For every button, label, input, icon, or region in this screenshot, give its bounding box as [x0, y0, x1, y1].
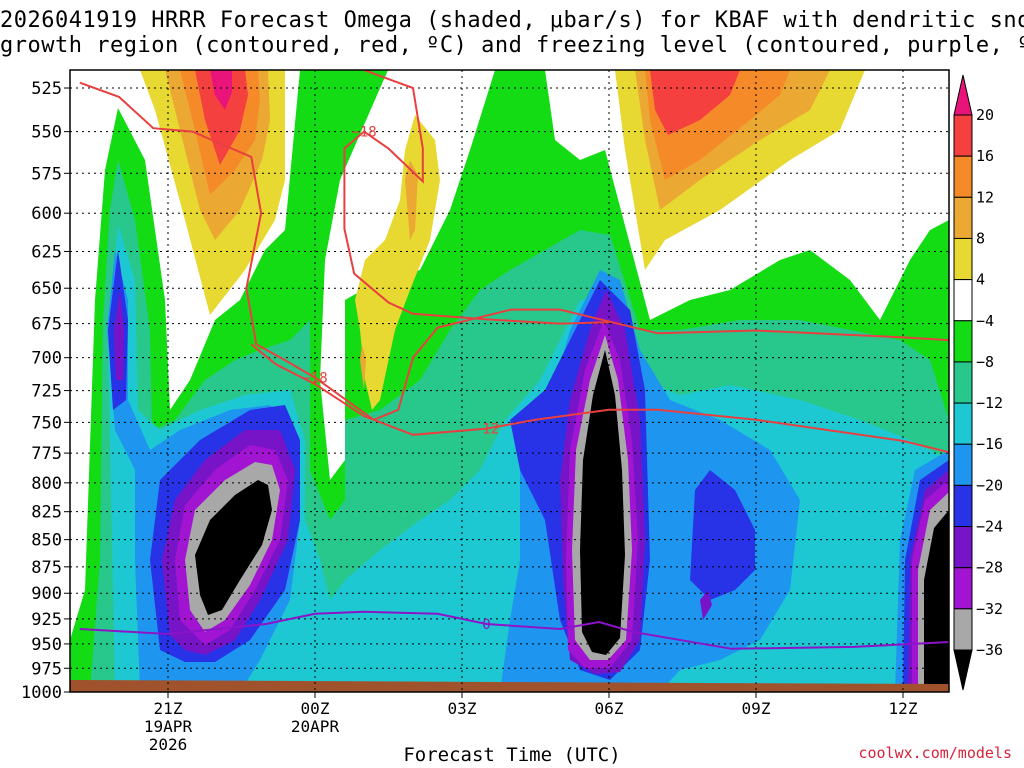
- ytick-label-950: 950: [31, 635, 62, 655]
- colorbar-label-9: −20: [976, 476, 1003, 494]
- ytick-label-725: 725: [31, 382, 62, 402]
- contour-label-dgz-minus18: −18: [302, 371, 327, 387]
- omega-colorbar: 20 16 12 8 4 −4 −8 −12 −16 −20 −24 −28 −32 −36: [953, 74, 1003, 691]
- xtick-label-21Z: 21Z: [154, 699, 183, 718]
- ytick-label-925: 925: [31, 610, 62, 630]
- ytick-label-1000: 1000: [21, 683, 62, 703]
- colorbar-label-8: −16: [976, 435, 1003, 453]
- chart-title-line-2: growth region (contoured, red, ºC) and f…: [0, 33, 1024, 58]
- ytick-label-750: 750: [31, 413, 62, 433]
- omega-region-red: [195, 70, 740, 165]
- colorbar-bin-4: [953, 237, 973, 281]
- colorbar-label-4: 4: [976, 271, 985, 289]
- contour-dgz-minus18-inner: [343, 70, 610, 325]
- ytick-label-975: 975: [31, 659, 62, 679]
- colorbar-bin-9: [953, 443, 973, 486]
- xtick-label-03Z: 03Z: [448, 699, 477, 718]
- ytick-label-875: 875: [31, 558, 62, 578]
- xtick-year-21Z: 2026: [149, 735, 188, 754]
- ytick-label-575: 575: [31, 164, 62, 184]
- xtick-label-09Z: 09Z: [742, 699, 771, 718]
- colorbar-bin-13: [953, 608, 973, 651]
- colorbar-label-13: −36: [976, 641, 1003, 659]
- plot-frame: [69, 69, 950, 693]
- xtick-label-12Z: 12Z: [889, 699, 918, 718]
- xtick-label-00Z: 00Z: [301, 699, 330, 718]
- ytick-label-825: 825: [31, 503, 62, 523]
- colorbar-bin-6: [953, 320, 973, 363]
- contour-freezing-level-0: [79, 610, 949, 650]
- colorbar-label-5: −4: [976, 312, 994, 330]
- omega-shaded-field: [70, 70, 949, 692]
- ytick-label-800: 800: [31, 474, 62, 494]
- contour-label-freezing-level-0: 0: [482, 617, 490, 633]
- colorbar-label-7: −12: [976, 394, 1003, 412]
- ytick-label-775: 775: [31, 444, 62, 464]
- chart-title-line-1: 2026041919 HRRR Forecast Omega (shaded, …: [0, 8, 1024, 33]
- ytick-label-525: 525: [31, 79, 62, 99]
- source-url-link[interactable]: coolwx.com/models: [858, 744, 1012, 762]
- omega-region-magenta: [210, 70, 232, 110]
- colorbar-label-6: −8: [976, 353, 994, 371]
- ytick-label-675: 675: [31, 315, 62, 335]
- pressure-gridlines: [70, 70, 949, 692]
- ytick-label-600: 600: [31, 204, 62, 224]
- y-axis-pressure: 525 550 575 600 625 650 675 700 725 750 775 800 825 8…: [21, 79, 70, 703]
- omega-region-darkblue: [108, 250, 949, 692]
- colorbar-label-0: 20: [976, 106, 994, 124]
- colorbar-label-1: 16: [976, 147, 994, 165]
- ytick-label-550: 550: [31, 123, 62, 143]
- colorbar-bin-8: [953, 402, 973, 445]
- colorbar-bin-7: [953, 361, 973, 404]
- colorbar-bin-2: [953, 155, 973, 198]
- colorbar-label-2: 12: [976, 188, 994, 206]
- colorbar-bin-14: [953, 649, 973, 691]
- contour-lines: [79, 70, 949, 650]
- colorbar-label-10: −24: [976, 518, 1003, 536]
- colorbar-label-11: −28: [976, 559, 1003, 577]
- colorbar-bin-5: [953, 279, 973, 322]
- ytick-label-900: 900: [31, 584, 62, 604]
- colorbar-bin-11: [953, 526, 973, 569]
- ytick-label-625: 625: [31, 242, 62, 262]
- x-axis-title: Forecast Time (UTC): [403, 744, 621, 766]
- contour-dgz-minus12: [250, 343, 949, 454]
- colorbar-bin-12: [953, 567, 973, 610]
- ytick-label-700: 700: [31, 349, 62, 369]
- ground-terrain: [70, 680, 949, 692]
- colorbar-label-3: 8: [976, 229, 985, 247]
- colorbar-label-12: −32: [976, 600, 1003, 618]
- ytick-label-850: 850: [31, 531, 62, 551]
- xtick-label-06Z: 06Z: [595, 699, 624, 718]
- contour-labels: −18 −18 −12 0: [302, 125, 499, 633]
- xtick-date-21Z: 19APR: [144, 717, 193, 736]
- contour-label-dgz-minus12: −12: [474, 422, 499, 438]
- colorbar-bin-3: [953, 196, 973, 239]
- colorbar-bin-10: [953, 484, 973, 528]
- colorbar-bin-1: [953, 114, 973, 157]
- contour-label-dgz-minus18-inner: −18: [351, 125, 376, 141]
- ytick-label-650: 650: [31, 279, 62, 299]
- xtick-date-00Z: 20APR: [291, 717, 340, 736]
- colorbar-bin-0: [953, 74, 973, 116]
